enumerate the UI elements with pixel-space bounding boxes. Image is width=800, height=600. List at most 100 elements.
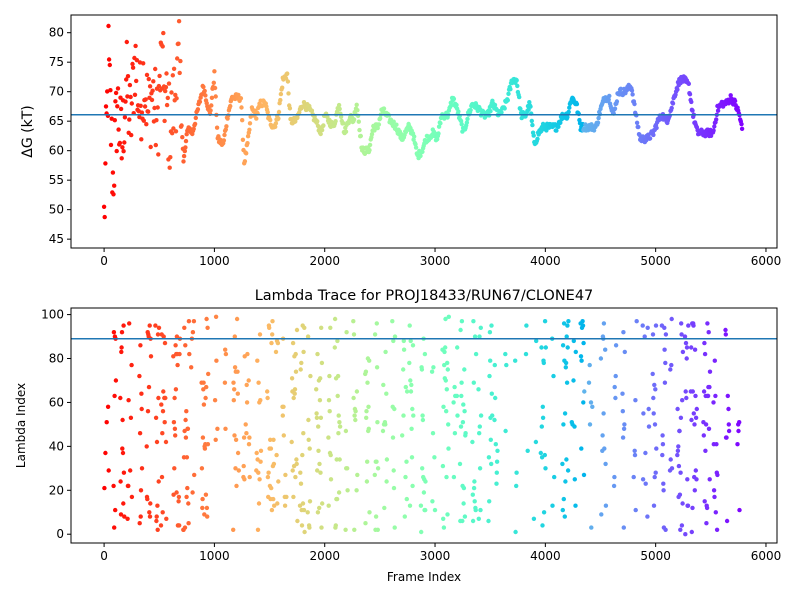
y-tick-label: 40: [49, 439, 64, 453]
lambda-point: [126, 483, 131, 489]
lambda-point: [560, 343, 566, 348]
lambda-point: [205, 325, 210, 330]
lambda-point: [409, 382, 414, 388]
lambda-point: [683, 532, 688, 537]
lambda-x-ticks: 0 1000 2000 3000 4000 5000 6000: [100, 543, 781, 563]
lambda-point: [373, 514, 379, 519]
lambda-point: [462, 367, 467, 372]
lambda-point: [400, 433, 405, 438]
delta-g-point: [268, 117, 273, 123]
lambda-point: [364, 415, 369, 420]
delta-g-point: [155, 105, 160, 110]
lambda-point: [267, 325, 272, 330]
delta-g-point: [119, 156, 124, 161]
lambda-point: [120, 450, 126, 456]
lambda-point: [276, 479, 281, 484]
delta-g-point: [173, 129, 179, 134]
lambda-point: [504, 362, 509, 368]
lambda-point: [602, 446, 607, 451]
lambda-point: [524, 323, 529, 328]
delta-g-point: [176, 19, 182, 24]
delta-g-point: [128, 94, 133, 100]
lambda-point: [562, 411, 568, 416]
lambda-point: [459, 380, 464, 385]
lambda-point: [470, 439, 475, 445]
lambda-point: [256, 501, 262, 506]
y-tick-label: 80: [49, 26, 64, 40]
lambda-point: [336, 431, 341, 436]
lambda-point: [160, 409, 166, 414]
lambda-point: [161, 389, 166, 394]
lambda-point: [232, 365, 238, 370]
delta-g-point: [535, 136, 540, 142]
lambda-point: [314, 387, 319, 392]
lambda-point: [120, 446, 125, 451]
delta-g-point: [173, 92, 178, 98]
lambda-point: [534, 338, 539, 344]
delta-g-point: [171, 126, 176, 131]
delta-g-point: [178, 58, 183, 64]
lambda-point: [463, 431, 468, 436]
delta-g-point: [376, 122, 382, 127]
lambda-point: [538, 450, 543, 456]
lambda-point: [685, 503, 691, 508]
delta-g-point: [209, 95, 215, 101]
lambda-point: [452, 384, 457, 390]
delta-g-point: [120, 145, 125, 150]
lambda-point: [122, 514, 127, 519]
lambda-point: [461, 485, 467, 491]
lambda-point: [283, 472, 288, 478]
lambda-point: [490, 413, 495, 418]
lambda-point: [704, 521, 709, 526]
lambda-point: [328, 452, 333, 458]
delta-g-point: [124, 77, 129, 82]
lambda-point: [621, 525, 626, 530]
lambda-point: [588, 400, 594, 405]
lambda-point: [354, 488, 359, 493]
lambda-point: [690, 389, 695, 394]
lambda-point: [173, 387, 179, 392]
lambda-point: [560, 507, 565, 513]
lambda-point: [160, 431, 165, 436]
lambda-points: [102, 314, 742, 537]
delta-g-point: [451, 96, 457, 102]
lambda-point: [565, 323, 570, 328]
lambda-point: [703, 422, 709, 427]
delta-g-point: [418, 153, 423, 159]
lambda-point: [445, 512, 450, 517]
lambda-point: [305, 510, 310, 515]
lambda-point: [446, 422, 451, 427]
delta-g-point: [165, 95, 170, 101]
delta-g-point: [115, 104, 120, 109]
lambda-point: [380, 428, 386, 434]
delta-g-point: [201, 84, 206, 90]
delta-g-point: [236, 92, 241, 98]
lambda-point: [675, 452, 680, 458]
lambda-point: [478, 413, 484, 418]
delta-g-point: [141, 118, 146, 123]
lambda-point: [531, 516, 537, 521]
lambda-point: [367, 510, 372, 515]
lambda-point: [172, 426, 178, 431]
lambda-point: [265, 389, 270, 394]
lambda-point: [301, 431, 306, 436]
lambda-point: [316, 448, 321, 453]
lambda-point: [318, 415, 324, 420]
lambda-point: [156, 325, 162, 330]
delta-g-axes-frame: [70, 14, 778, 249]
lambda-point: [407, 323, 412, 328]
lambda-point: [514, 483, 519, 489]
lambda-point: [272, 503, 277, 508]
delta-g-point: [179, 123, 184, 128]
lambda-point: [622, 422, 627, 427]
lambda-point: [684, 356, 689, 361]
delta-g-point: [144, 72, 150, 78]
lambda-point: [391, 468, 396, 473]
lambda-point: [301, 349, 306, 355]
delta-g-point: [420, 149, 425, 154]
lambda-point: [271, 437, 276, 442]
lambda-axes-frame: [70, 307, 778, 544]
lambda-point: [235, 450, 241, 456]
lambda-point: [233, 466, 238, 471]
lambda-point: [353, 417, 358, 423]
